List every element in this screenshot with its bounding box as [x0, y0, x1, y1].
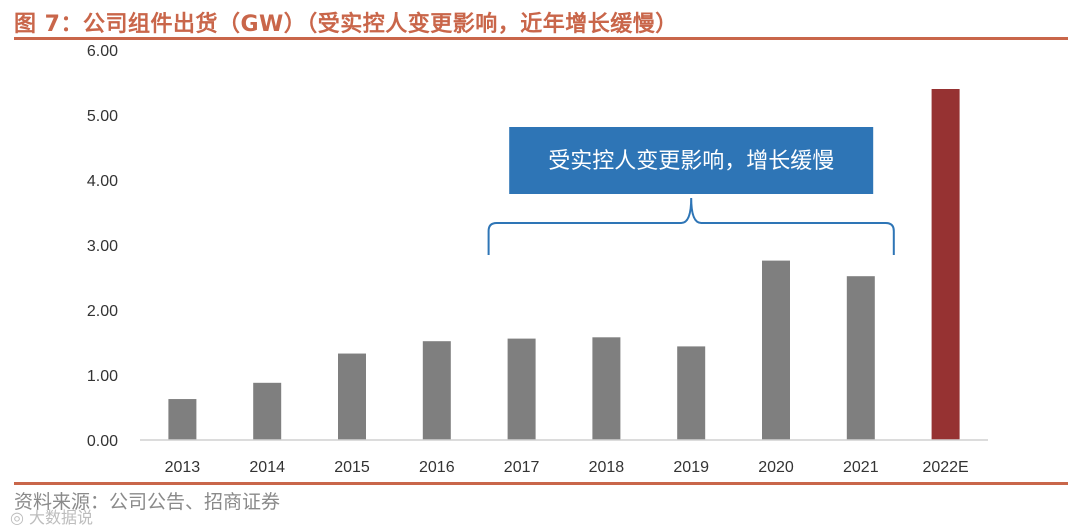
bottom-divider [14, 482, 1068, 485]
bar-2021 [846, 276, 875, 440]
callout-text: 受实控人变更影响，增长缓慢 [548, 149, 834, 174]
bar-2018 [592, 337, 621, 440]
bar-2015 [338, 353, 366, 440]
x-tick-label: 2020 [758, 459, 794, 476]
y-axis-labels: 0.00 1.00 2.00 3.00 4.00 5.00 6.00 [87, 43, 118, 450]
watermark: ◎ 大数据说 [10, 508, 94, 527]
bar-2020 [762, 260, 790, 440]
bar-2022E [931, 89, 960, 440]
y-tick-label: 1.00 [87, 368, 118, 385]
x-tick-label: 2016 [419, 459, 455, 476]
bar-2014 [253, 382, 282, 440]
x-tick-label: 2022E [922, 459, 968, 476]
bars [168, 89, 960, 440]
y-tick-label: 6.00 [87, 43, 118, 60]
title-divider [14, 37, 1068, 40]
bar-2017 [507, 338, 536, 440]
x-tick-label: 2015 [334, 459, 370, 476]
x-tick-label: 2018 [589, 459, 625, 476]
y-tick-label: 4.00 [87, 173, 118, 190]
x-tick-label: 2017 [504, 459, 540, 476]
y-tick-label: 0.00 [87, 433, 118, 450]
x-tick-label: 2014 [249, 459, 285, 476]
x-tick-label: 2019 [673, 459, 709, 476]
x-tick-label: 2013 [165, 459, 201, 476]
y-tick-label: 5.00 [87, 108, 118, 125]
figure-title: 图 7：公司组件出货（GW）（受实控人变更影响，近年增长缓慢） [14, 12, 678, 37]
bar-2016 [422, 341, 451, 440]
x-tick-label: 2021 [843, 459, 879, 476]
y-tick-label: 3.00 [87, 238, 118, 255]
bar-2013 [168, 399, 197, 440]
annotation-brace [487, 197, 895, 255]
x-axis-labels: 2013 2014 2015 2016 2017 2018 2019 2020 2021 2022… [165, 459, 969, 476]
annotation: 受实控人变更影响，增长缓慢 [487, 127, 895, 255]
bar-2019 [677, 346, 706, 440]
callout-box [509, 127, 874, 194]
y-tick-label: 2.00 [87, 303, 118, 320]
source-note: 资料来源：公司公告、招商证券 [14, 491, 281, 513]
